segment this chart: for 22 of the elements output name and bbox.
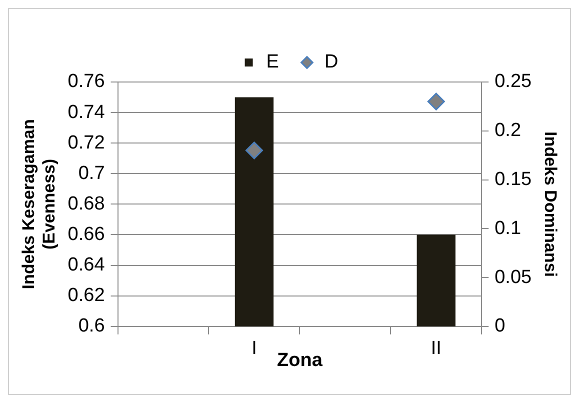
x-tick-label: II xyxy=(430,338,442,360)
y2-tick-label: 0.1 xyxy=(494,218,522,239)
x-tick-label: I xyxy=(252,338,257,360)
x-axis-title: Zona xyxy=(277,350,323,371)
y-tick-label: 0.66 xyxy=(68,224,105,245)
y-tick-label: 0.74 xyxy=(68,102,106,123)
legend-label: E xyxy=(266,52,279,73)
y-tick-label: 0.62 xyxy=(68,285,105,306)
y-tick-label: 0.72 xyxy=(68,132,105,154)
y2-tick-label: 0.05 xyxy=(494,266,532,288)
y2-tick-label: 0.25 xyxy=(494,71,532,92)
y-tick-label: 0.76 xyxy=(68,71,105,92)
y2-axis-title: Indeks Dominansi xyxy=(541,131,560,277)
y-tick-label: 0.6 xyxy=(78,316,105,337)
y-tick-label: 0.64 xyxy=(68,254,106,276)
legend-label: D xyxy=(324,52,338,73)
y2-tick-label: 0 xyxy=(494,316,506,337)
y-tick-label: 0.68 xyxy=(68,193,105,214)
y2-tick-label: 0.15 xyxy=(494,168,532,190)
y-axis-title: Indeks Keseragaman (Evenness) xyxy=(18,119,58,290)
y-tick-label: 0.7 xyxy=(78,162,105,184)
y2-tick-label: 0.2 xyxy=(494,120,522,142)
